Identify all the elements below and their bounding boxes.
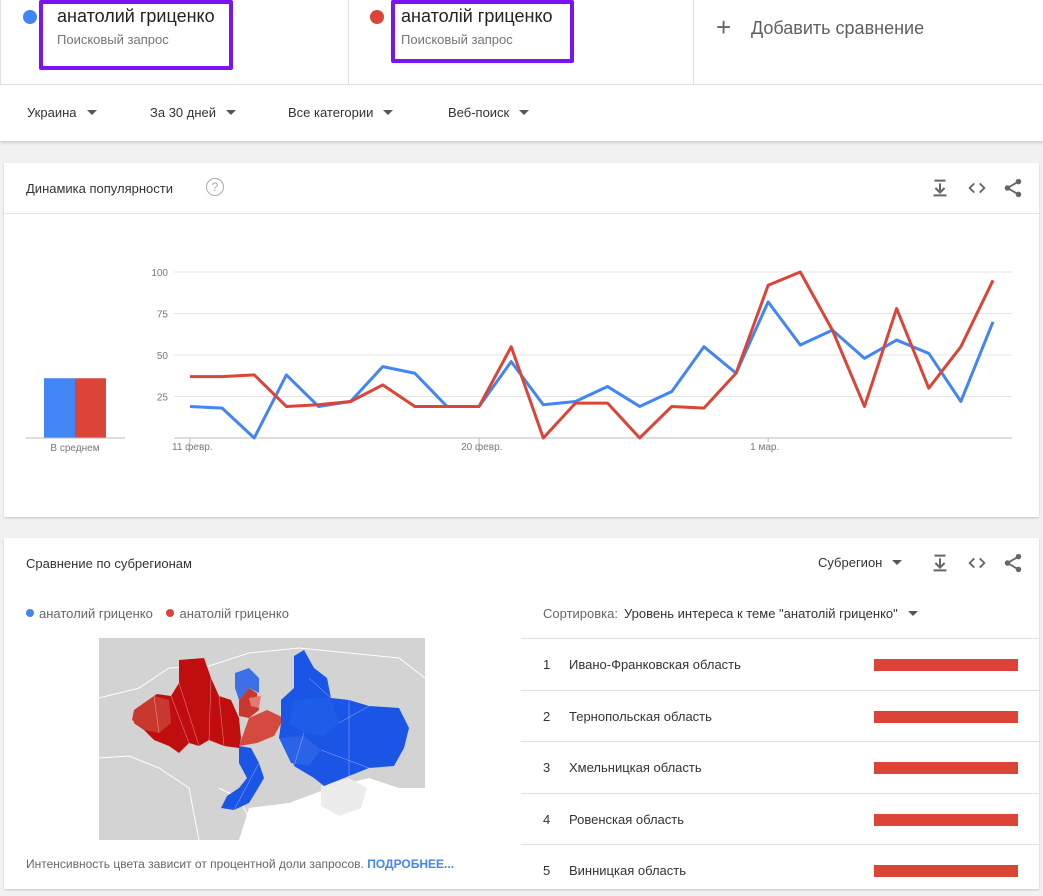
filter-bar: Украина За 30 дней Все категории Веб-пои…	[0, 85, 1043, 141]
term-color-dot	[23, 10, 37, 24]
term-label: анатолий гриценко	[57, 6, 215, 26]
series-line-2	[190, 270, 995, 440]
series-line-1	[189, 300, 995, 440]
average-bar-2	[75, 378, 106, 438]
rank-number: 3	[543, 760, 551, 775]
dropdown-arrow-icon	[907, 611, 918, 616]
period-filter-label: За 30 дней	[150, 105, 217, 120]
plus-icon: +	[716, 12, 732, 42]
interest-bar	[874, 659, 1018, 671]
help-icon[interactable]: ?	[206, 178, 224, 196]
rank-number: 5	[543, 863, 551, 878]
y-tick-label: 100	[151, 268, 168, 279]
region-ranking-list: 1 Ивано-Франковская область 2 Тернопольс…	[521, 638, 1039, 896]
region-filter-label: Украина	[27, 105, 77, 120]
card-header: Динамика популярности ?	[4, 163, 1039, 214]
interest-bar	[874, 813, 1018, 826]
region-filter[interactable]: Украина	[27, 105, 97, 120]
dropdown-arrow-icon	[86, 110, 97, 115]
interest-bar	[874, 762, 1018, 774]
rank-number: 4	[543, 811, 551, 827]
y-tick-label: 50	[157, 351, 169, 362]
learn-more-link[interactable]: ПОДРОБНЕЕ...	[367, 857, 455, 871]
map-legend: анатолий гриценко анатолій гриценко	[26, 606, 289, 621]
sort-control[interactable]: Сортировка: Уровень интереса к теме "анат…	[543, 606, 918, 621]
interest-over-time-card: Динамика популярности ? В среднем 100 75 5…	[4, 163, 1039, 517]
average-bar-1	[44, 378, 75, 438]
highlight-box	[39, 0, 233, 70]
add-comparison-label: Добавить сравнение	[751, 18, 925, 38]
x-tick-label: 20 февр.	[461, 441, 502, 453]
search-term-2[interactable]: анатолій гриценко Поисковый запрос	[349, 0, 694, 84]
download-icon[interactable]	[929, 177, 951, 199]
category-filter-label: Все категории	[288, 105, 374, 120]
average-label: В среднем	[50, 443, 99, 454]
card-header: Сравнение по субрегионам Субрегион	[4, 538, 1039, 588]
search-type-filter-label: Веб-поиск	[448, 105, 510, 120]
ranking-row[interactable]: 1 Ивано-Франковская область	[521, 638, 1039, 690]
ranking-row[interactable]: 3 Хмельницкая область	[521, 741, 1039, 793]
region-name: Ивано-Франковская область	[569, 657, 741, 672]
y-tick-label: 25	[157, 393, 169, 404]
term-type: Поисковый запрос	[57, 32, 169, 47]
rank-number: 2	[543, 708, 551, 724]
term-color-dot	[370, 10, 384, 24]
x-tick-label: 11 февр.	[172, 441, 213, 453]
add-comparison-button[interactable]: + Добавить сравнение	[694, 0, 1043, 84]
term-type: Поисковый запрос	[401, 32, 513, 47]
search-term-1[interactable]: анатолий гриценко Поисковый запрос	[0, 0, 349, 84]
sort-value: Уровень интереса к теме "анатолій грицен…	[623, 606, 898, 621]
dropdown-arrow-icon	[519, 110, 530, 115]
search-type-filter[interactable]: Веб-поиск	[448, 105, 530, 120]
legend-label: анатолій гриценко	[179, 606, 289, 621]
term-label: анатолій гриценко	[401, 6, 553, 26]
subregion-dropdown[interactable]: Субрегион	[818, 555, 903, 570]
card-title: Сравнение по субрегионам	[26, 556, 192, 571]
embed-code-icon[interactable]	[966, 177, 988, 199]
ukraine-region-map[interactable]	[99, 638, 425, 840]
category-filter[interactable]: Все категории	[288, 105, 394, 120]
comparison-bar: анатолий гриценко Поисковый запрос анато…	[0, 0, 1043, 85]
region-name: Хмельницкая область	[569, 760, 702, 775]
subregion-dropdown-label: Субрегион	[818, 555, 883, 570]
dropdown-arrow-icon	[892, 560, 903, 565]
interest-bar	[874, 865, 1018, 877]
card-title: Динамика популярности	[26, 181, 173, 196]
dropdown-arrow-icon	[226, 110, 237, 115]
interest-bar	[874, 710, 1018, 723]
subregion-comparison-card: Сравнение по субрегионам Субрегион анато…	[4, 538, 1039, 889]
region-name: Тернопольская область	[569, 708, 712, 724]
period-filter[interactable]: За 30 дней	[150, 105, 237, 120]
footnote-text: Интенсивность цвета зависит от процентно…	[26, 857, 364, 871]
legend-dot	[166, 609, 175, 617]
legend-dot	[26, 609, 34, 617]
share-icon[interactable]	[1002, 177, 1024, 199]
ranking-row[interactable]: 5 Винницкая область	[521, 844, 1039, 896]
dropdown-arrow-icon	[383, 110, 394, 115]
share-icon[interactable]	[1002, 552, 1024, 574]
ranking-row[interactable]: 4 Ровенская область	[521, 792, 1039, 845]
y-tick-label: 75	[157, 310, 169, 321]
trend-line-chart: В среднем 100 75 50 25 11 февр. 20 февр. 1 мар…	[26, 268, 1012, 454]
x-tick-label: 1 мар.	[750, 442, 779, 453]
rank-number: 1	[543, 657, 551, 672]
highlight-box	[391, 0, 574, 63]
embed-code-icon[interactable]	[966, 552, 988, 574]
map-footnote: Интенсивность цвета зависит от процентно…	[26, 857, 454, 871]
legend-label: анатолий гриценко	[39, 606, 153, 621]
region-name: Винницкая область	[569, 863, 686, 878]
sort-label: Сортировка:	[543, 606, 618, 621]
download-icon[interactable]	[929, 552, 951, 574]
ranking-row[interactable]: 2 Тернопольская область	[521, 689, 1039, 742]
region-name: Ровенская область	[569, 811, 684, 827]
